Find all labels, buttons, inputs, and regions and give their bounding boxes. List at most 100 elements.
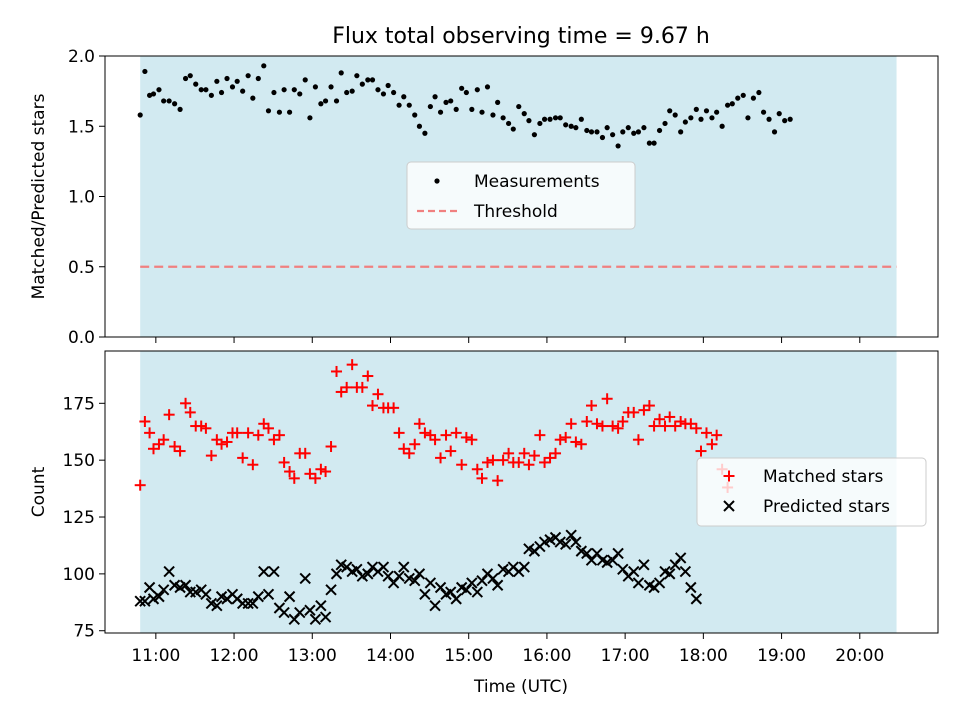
- measurement-point: [474, 87, 480, 93]
- measurement-point: [391, 89, 397, 96]
- predicted-star-marker: [283, 590, 296, 603]
- matched-star-marker: [409, 438, 421, 450]
- measurement-point: [719, 123, 725, 129]
- measurement-point: [261, 63, 267, 69]
- predicted-star-marker: [134, 595, 146, 607]
- measurement-point: [625, 125, 631, 131]
- x-stroke: [168, 579, 181, 591]
- matched-star-marker: [471, 463, 483, 475]
- matched-star-marker: [388, 402, 400, 414]
- ratio-legend-box: [406, 161, 636, 230]
- x-stroke: [319, 611, 332, 623]
- x-stroke: [335, 559, 347, 571]
- predicted-star-marker: [325, 584, 337, 596]
- matched-star-marker: [523, 459, 535, 471]
- measurement-point: [714, 109, 720, 115]
- matched-star-marker: [440, 429, 452, 441]
- measurement-point: [224, 75, 230, 82]
- matched-star-marker: [205, 450, 217, 462]
- x-tick-label: 18:00: [679, 646, 728, 666]
- predicted-star-marker: [200, 588, 212, 601]
- measurement-point: [615, 143, 621, 149]
- x-tick-label: 12:00: [210, 646, 259, 666]
- x-stroke: [382, 570, 394, 582]
- matched-star-marker: [413, 418, 425, 430]
- count-axis-ticks: 75 100 125 150 175 11:00 12:00 13:00 14:00 15:00 1…: [63, 394, 885, 666]
- matched-star-marker: [654, 413, 666, 425]
- y-tick-label: 150: [63, 451, 95, 471]
- measurement-point: [234, 78, 240, 84]
- measurement-point: [541, 116, 548, 122]
- predicted-star-marker: [685, 581, 697, 594]
- measurement-point: [365, 77, 371, 83]
- x-stroke: [596, 554, 609, 566]
- measurement-point: [703, 108, 710, 114]
- legend-measurement-marker: [434, 178, 440, 184]
- predicted-star-marker: [413, 568, 426, 580]
- y-tick-label: 175: [63, 394, 95, 414]
- predicted-star-marker: [690, 593, 703, 605]
- measurement-points: [137, 63, 793, 149]
- matched-star-marker: [513, 456, 525, 468]
- x-stroke: [377, 561, 390, 573]
- measurement-point: [448, 98, 454, 104]
- measurement-point: [182, 75, 189, 82]
- measurement-point: [510, 126, 516, 132]
- measurement-point: [756, 89, 762, 96]
- x-stroke: [304, 604, 316, 616]
- matched-star-marker: [195, 420, 207, 432]
- x-stroke: [612, 547, 624, 560]
- x-stroke: [690, 593, 703, 605]
- x-stroke: [559, 538, 572, 551]
- matched-star-marker: [492, 475, 504, 487]
- x-stroke: [664, 568, 676, 580]
- matched-star-marker: [174, 445, 186, 457]
- predicted-star-marker: [419, 588, 431, 601]
- y-tick-label: 0.5: [68, 258, 95, 278]
- x-stroke: [638, 559, 650, 571]
- x-stroke: [679, 565, 692, 578]
- matched-star-marker: [487, 454, 499, 466]
- measurement-point: [142, 68, 148, 75]
- predicted-star-marker: [242, 597, 254, 610]
- predicted-star-marker: [628, 565, 640, 578]
- measurement-point: [469, 106, 475, 112]
- x-stroke: [242, 597, 254, 610]
- x-stroke: [581, 547, 593, 560]
- measurement-point: [641, 125, 647, 131]
- matched-star-marker: [466, 434, 478, 446]
- x-stroke: [450, 593, 462, 605]
- predicted-star-marker: [674, 552, 687, 564]
- measurement-point: [161, 98, 167, 104]
- measurement-point: [782, 118, 788, 124]
- predicted-star-marker: [424, 577, 437, 589]
- x-stroke: [252, 590, 265, 603]
- matched-star-marker: [476, 472, 488, 484]
- matched-star-marker: [331, 365, 343, 377]
- predicted-star-marker: [315, 600, 327, 612]
- matched-star-marker: [320, 466, 332, 478]
- matched-star-marker: [273, 429, 285, 441]
- measurement-point: [682, 119, 688, 125]
- predicted-star-marker: [518, 561, 530, 573]
- x-stroke: [653, 577, 666, 589]
- predicted-star-marker: [258, 565, 270, 578]
- predicted-star-marker: [268, 565, 280, 578]
- x-stroke: [139, 595, 151, 607]
- predicted-star-marker: [565, 529, 577, 541]
- x-stroke: [413, 568, 426, 580]
- measurement-point: [432, 94, 438, 100]
- predicted-star-marker: [157, 584, 170, 596]
- measurement-point: [760, 109, 767, 115]
- measurement-point: [338, 70, 344, 76]
- predicted-star-marker: [638, 559, 650, 571]
- matched-star-marker: [648, 420, 660, 432]
- measurement-point: [187, 73, 193, 79]
- x-stroke: [262, 588, 275, 601]
- predicted-star-marker: [612, 547, 624, 560]
- measurement-point: [740, 92, 746, 98]
- matched-star-marker: [237, 452, 249, 464]
- predicted-star-marker: [450, 593, 462, 605]
- measurement-point: [229, 84, 236, 90]
- measurement-point: [453, 106, 459, 112]
